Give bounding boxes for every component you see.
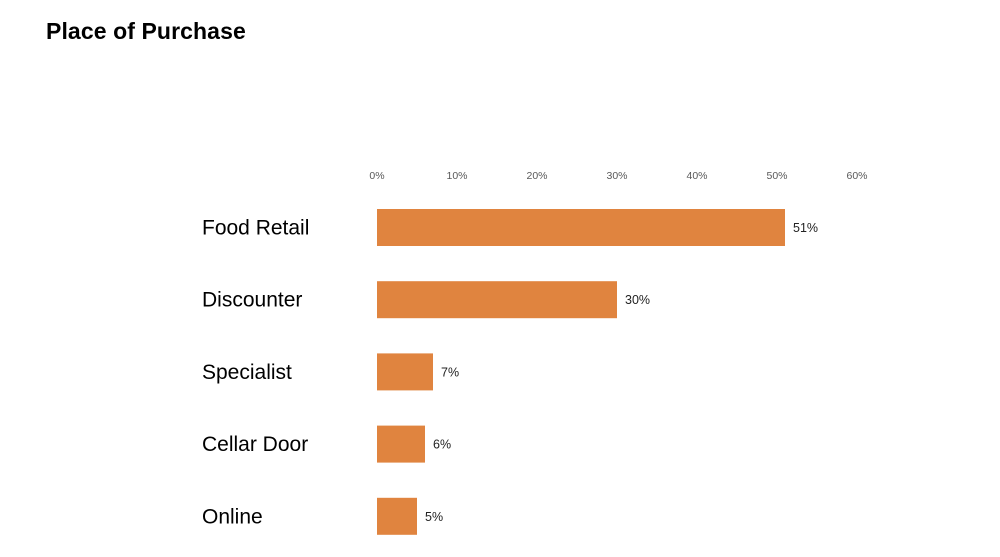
category-label: Discounter (202, 289, 302, 312)
x-tick-label: 30% (606, 170, 627, 182)
bar (377, 281, 617, 319)
data-label: 51% (793, 221, 818, 235)
data-label: 5% (425, 510, 443, 524)
x-tick-label: 50% (766, 170, 787, 182)
bar (377, 497, 417, 535)
data-label: 7% (441, 365, 459, 379)
x-tick-label: 0% (369, 170, 384, 182)
bar (377, 353, 433, 391)
bar (377, 425, 425, 463)
data-label: 6% (433, 438, 451, 452)
data-label: 30% (625, 293, 650, 307)
bar-group: Food Retail 51% Discounter 30% Specialist 7% C… (202, 209, 818, 535)
category-label: Online (202, 505, 263, 528)
chart-title: Place of Purchase (46, 18, 246, 44)
bar (377, 209, 785, 246)
x-axis: 0% 10% 20% 30% 40% 50% 60% (369, 170, 867, 182)
category-label: Food Retail (202, 217, 309, 240)
category-label: Specialist (202, 361, 292, 384)
x-tick-label: 40% (686, 170, 707, 182)
x-tick-label: 60% (846, 170, 867, 182)
category-label: Cellar Door (202, 433, 308, 456)
x-tick-label: 20% (526, 170, 547, 182)
x-tick-label: 10% (446, 170, 467, 182)
